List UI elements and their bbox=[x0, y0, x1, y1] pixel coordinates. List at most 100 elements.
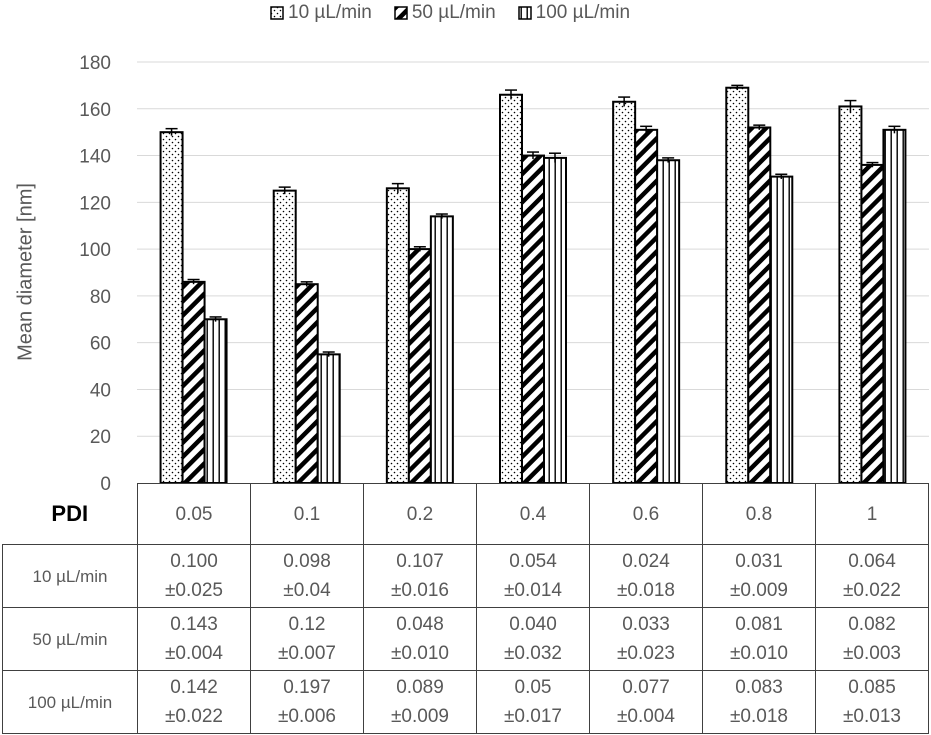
pdi-column-header: 0.4 bbox=[476, 483, 590, 545]
pdi-column-header: 0.1 bbox=[250, 483, 364, 545]
table-row: 100 µL/min 0.142 ±0.022 0.197 ±0.006 0.089… bbox=[2, 670, 929, 734]
cell-value: 0.040 bbox=[509, 614, 557, 635]
cell-value: 0.089 bbox=[396, 677, 444, 698]
cell-error: ±0.013 bbox=[843, 706, 901, 727]
legend-swatch-vertical bbox=[517, 6, 532, 20]
legend: 10 µL/min 50 µL/min 100 µL/min bbox=[270, 0, 630, 26]
y-tick-label: 120 bbox=[79, 193, 111, 214]
cell-value: 0.033 bbox=[622, 614, 670, 635]
bar bbox=[634, 128, 659, 484]
cell-value: 0.085 bbox=[848, 677, 896, 698]
bar bbox=[882, 128, 907, 484]
bar bbox=[656, 159, 681, 484]
bar bbox=[203, 318, 228, 484]
cell-error: ±0.04 bbox=[283, 580, 331, 601]
cell-error: ±0.022 bbox=[843, 580, 901, 601]
cell-error: ±0.018 bbox=[617, 580, 675, 601]
bar bbox=[769, 175, 794, 484]
cell-value: 0.12 bbox=[288, 614, 326, 635]
y-tick-label: 0 bbox=[100, 474, 111, 490]
cell-error: ±0.016 bbox=[391, 580, 449, 601]
cell-error: ±0.004 bbox=[165, 643, 223, 664]
table-cell: 0.143 ±0.004 bbox=[137, 607, 251, 671]
row-label: 10 µL/min bbox=[2, 544, 138, 608]
cell-value: 0.100 bbox=[170, 551, 218, 572]
cell-value: 0.024 bbox=[622, 551, 670, 572]
pdi-column-header: 0.05 bbox=[137, 483, 251, 545]
legend-swatch-dots bbox=[270, 6, 284, 20]
y-tick-label: 80 bbox=[90, 287, 111, 308]
cell-error: ±0.007 bbox=[278, 643, 336, 664]
y-tick-label: 180 bbox=[79, 53, 111, 74]
table-cell: 0.048 ±0.010 bbox=[363, 607, 477, 671]
y-tick-label: 160 bbox=[79, 100, 111, 121]
cell-error: ±0.010 bbox=[391, 643, 449, 664]
table-cell: 0.040 ±0.032 bbox=[476, 607, 590, 671]
row-label: 100 µL/min bbox=[2, 670, 138, 734]
bar-chart: 0 20 40 60 80 100 120 140 160 180 bbox=[79, 53, 929, 490]
pdi-header-label: PDI bbox=[2, 483, 138, 545]
bar bbox=[429, 215, 454, 484]
legend-item-50: 50 µL/min bbox=[394, 2, 496, 24]
cell-value: 0.082 bbox=[848, 614, 896, 635]
bar bbox=[385, 187, 410, 485]
cell-value: 0.031 bbox=[735, 551, 783, 572]
bar bbox=[543, 156, 567, 484]
table-cell: 0.089 ±0.009 bbox=[363, 670, 477, 734]
legend-label: 10 µL/min bbox=[288, 2, 372, 23]
cell-error: ±0.004 bbox=[617, 706, 675, 727]
bar bbox=[725, 86, 750, 484]
cell-error: ±0.006 bbox=[278, 706, 336, 727]
table-cell: 0.085 ±0.013 bbox=[815, 670, 929, 734]
table-row: 50 µL/min 0.143 ±0.004 0.12 ±0.007 0.048 ±0… bbox=[2, 607, 929, 671]
bar bbox=[294, 283, 319, 485]
y-tick-label: 140 bbox=[79, 147, 111, 168]
y-tick-label: 40 bbox=[90, 380, 111, 401]
cell-value: 0.197 bbox=[283, 677, 331, 698]
cell-value: 0.048 bbox=[396, 614, 444, 635]
cell-error: ±0.009 bbox=[391, 706, 449, 727]
table-cell: 0.054 ±0.014 bbox=[476, 544, 590, 608]
bar bbox=[407, 248, 432, 484]
bar bbox=[521, 154, 545, 485]
cell-value: 0.05 bbox=[514, 677, 552, 698]
table-cell: 0.12 ±0.007 bbox=[250, 607, 364, 671]
table-cell: 0.082 ±0.003 bbox=[815, 607, 929, 671]
table-cell: 0.142 ±0.022 bbox=[137, 670, 251, 734]
table-cell: 0.033 ±0.023 bbox=[589, 607, 703, 671]
cell-error: ±0.018 bbox=[730, 706, 788, 727]
bar bbox=[612, 100, 637, 484]
cell-error: ±0.009 bbox=[730, 580, 788, 601]
y-tick-label: 100 bbox=[79, 240, 111, 261]
row-label: 50 µL/min bbox=[2, 607, 138, 671]
pdi-column-header: 0.6 bbox=[589, 483, 703, 545]
cell-value: 0.081 bbox=[735, 614, 783, 635]
table-cell: 0.098 ±0.04 bbox=[250, 544, 364, 608]
cell-value: 0.077 bbox=[622, 677, 670, 698]
cell-value: 0.143 bbox=[170, 614, 218, 635]
y-tick-label: 20 bbox=[90, 427, 111, 448]
bar bbox=[272, 189, 297, 484]
legend-swatch-diagonal bbox=[394, 6, 408, 20]
bar bbox=[499, 93, 523, 484]
cell-error: ±0.023 bbox=[617, 643, 675, 664]
pdi-table: PDI 0.05 0.1 0.2 0.4 0.6 0.8 1 10 µL/min… bbox=[2, 483, 929, 734]
legend-label: 50 µL/min bbox=[411, 2, 496, 23]
cell-value: 0.054 bbox=[509, 551, 557, 572]
y-tick-label: 60 bbox=[90, 334, 111, 355]
bar bbox=[316, 353, 341, 484]
bar bbox=[838, 105, 863, 484]
cell-error: ±0.017 bbox=[504, 706, 562, 727]
cell-error: ±0.032 bbox=[504, 643, 562, 664]
table-cell: 0.077 ±0.004 bbox=[589, 670, 703, 734]
table-cell: 0.031 ±0.009 bbox=[702, 544, 816, 608]
pdi-header-row: PDI 0.05 0.1 0.2 0.4 0.6 0.8 1 bbox=[2, 483, 929, 545]
table-cell: 0.05 ±0.017 bbox=[476, 670, 590, 734]
bar bbox=[181, 280, 206, 484]
table-cell: 0.024 ±0.018 bbox=[589, 544, 703, 608]
table-cell: 0.107 ±0.016 bbox=[363, 544, 477, 608]
cell-value: 0.064 bbox=[848, 551, 896, 572]
bar bbox=[747, 126, 772, 484]
bars bbox=[159, 84, 907, 485]
cell-error: ±0.025 bbox=[165, 580, 223, 601]
